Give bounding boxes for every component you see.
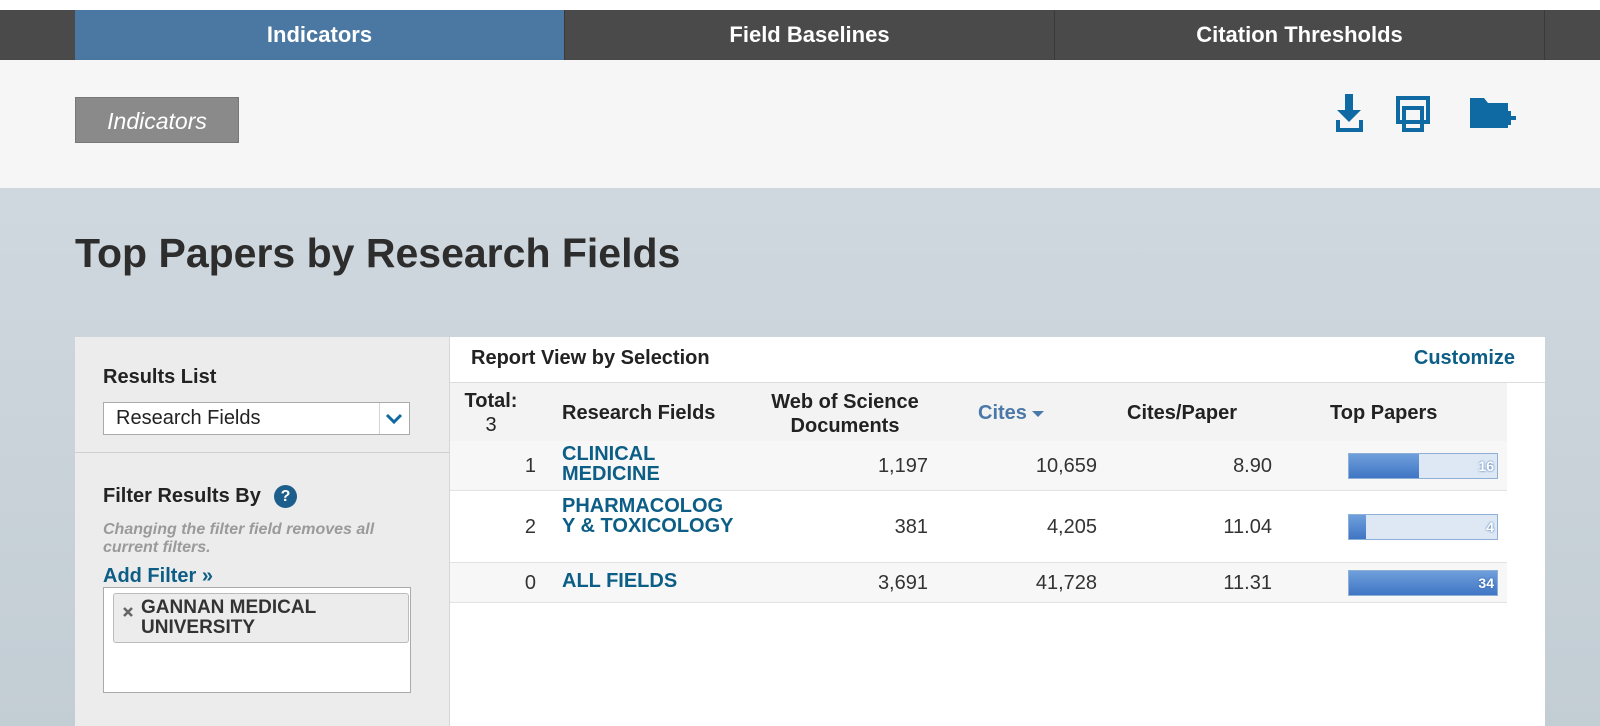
column-header: Research Fields	[562, 402, 716, 424]
column-header[interactable]: Cites	[978, 402, 1045, 425]
results-list-select[interactable]: Research Fields	[103, 402, 410, 435]
top-papers-value: 16	[1478, 458, 1494, 474]
filter-label: Filter Results By	[103, 485, 261, 507]
total-value: 3	[485, 414, 497, 436]
results-list-label: Results List	[103, 366, 217, 388]
filter-box: GANNAN MEDICAL UNIVERSITY	[103, 587, 411, 693]
customize-link[interactable]: Customize	[1413, 347, 1515, 369]
documents: 3,691	[877, 572, 928, 594]
table-row: 2 PHARMACOLOGY & TOXICOLOGY 381 4,205 11.04 4	[450, 491, 1507, 563]
select-value: Research Fields	[116, 407, 261, 429]
sort-arrow	[1032, 411, 1045, 417]
documents: 1,197	[877, 455, 928, 477]
field-link[interactable]: CLINICAL MEDICINE	[562, 443, 660, 485]
select-arrow	[379, 403, 403, 434]
field-link[interactable]: PHARMACOLOGY & TOXICOLOGY	[562, 495, 734, 537]
total-label: Total:	[464, 390, 518, 412]
cites-per-paper: 11.31	[1223, 572, 1272, 594]
report-panel: Report View by Selection Customize Total…	[450, 337, 1545, 726]
help-icon[interactable]: ?	[274, 485, 297, 508]
cites: 4,205	[1046, 516, 1097, 538]
tab[interactable]: Indicators	[75, 10, 565, 60]
cites-per-paper: 8.90	[1233, 455, 1272, 477]
cites: 10,659	[1035, 455, 1097, 477]
divider	[75, 452, 450, 453]
sidebar: Results List Research Fields Filter Resu…	[75, 337, 450, 726]
column-header: Web of Science Documents	[771, 391, 919, 437]
rank: 1	[524, 455, 536, 477]
table-row: 0 ALL FIELDS 3,691 41,728 11.31 34	[450, 563, 1507, 603]
documents: 381	[894, 516, 928, 538]
filter-chip: GANNAN MEDICAL UNIVERSITY	[113, 593, 409, 643]
top-nav: Indicators Field Baselines Citation Thre…	[0, 10, 1600, 60]
tab[interactable]: Field Baselines	[565, 10, 1055, 60]
table-row: 1 CLINICAL MEDICINE 1,197 10,659 8.90 16	[450, 441, 1507, 491]
tab[interactable]: Citation Thresholds	[1055, 10, 1545, 60]
rank: 2	[524, 516, 536, 538]
divider	[450, 382, 1545, 383]
report-heading: Report View by Selection	[471, 347, 710, 369]
sort-column: Cites	[978, 402, 1027, 424]
toolbar: Indicators	[0, 60, 1600, 188]
cites: 41,728	[1035, 572, 1097, 594]
filter-value: GANNAN MEDICAL UNIVERSITY	[141, 597, 316, 638]
print-icon[interactable]	[1396, 96, 1430, 132]
toolbar-icons	[1336, 94, 1516, 132]
cites-per-paper: 11.04	[1223, 516, 1272, 538]
column-header: Cites/Paper	[1127, 402, 1238, 424]
top-papers-fill	[1349, 454, 1419, 478]
top-papers-value: 4	[1486, 519, 1494, 535]
top-papers-fill	[1349, 571, 1497, 595]
table-header: Total: 3 Research Fields Web of Science …	[450, 383, 1507, 441]
breadcrumb[interactable]: Indicators	[75, 97, 239, 143]
filter-note: Changing the filter field removes all cu…	[103, 521, 375, 556]
rank: 0	[524, 572, 536, 594]
top-papers-bar: 16	[1348, 453, 1498, 479]
download-icon[interactable]	[1336, 94, 1363, 132]
top-papers-bar: 4	[1348, 514, 1498, 540]
top-papers-fill	[1349, 515, 1367, 539]
top-papers-bar: 34	[1348, 570, 1498, 596]
remove-filter[interactable]	[122, 606, 134, 618]
top-papers-value: 34	[1478, 575, 1494, 591]
page-title: Top Papers by Research Fields	[75, 230, 681, 276]
add-filter-link[interactable]: Add Filter »	[103, 565, 214, 587]
column-header: Top Papers	[1330, 402, 1438, 424]
field-link[interactable]: ALL FIELDS	[562, 570, 678, 592]
add-folder-icon[interactable]	[1470, 98, 1516, 128]
